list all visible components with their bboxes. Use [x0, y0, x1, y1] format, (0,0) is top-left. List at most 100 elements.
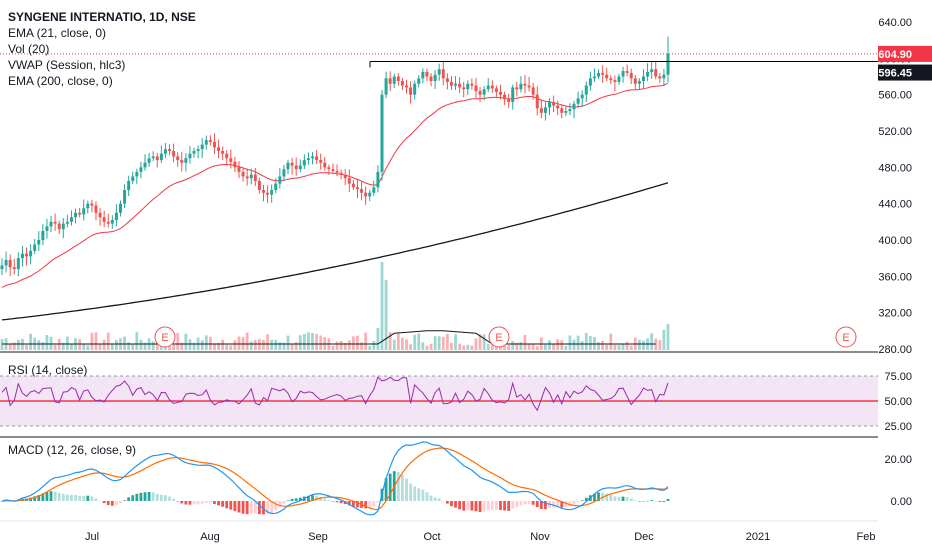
- candle-body: [110, 220, 114, 224]
- price-axis-tick-label: 640.00: [878, 17, 912, 29]
- macd-histogram-bar: [629, 498, 633, 501]
- volume-bar: [605, 344, 609, 350]
- candle-body: [592, 76, 596, 79]
- macd-legend[interactable]: MACD (12, 26, close, 9): [8, 443, 137, 457]
- volume-bar: [392, 339, 396, 350]
- candle-body: [355, 187, 359, 190]
- candle-body: [654, 69, 658, 77]
- candle-body: [494, 88, 498, 92]
- macd-histogram-bar: [494, 501, 498, 510]
- volume-bar: [642, 340, 645, 350]
- macd-histogram-bar: [278, 501, 282, 508]
- candle-body: [270, 190, 274, 195]
- volume-bar: [544, 344, 547, 350]
- candle-body: [286, 162, 290, 170]
- candle-body: [658, 76, 662, 79]
- volume-bar: [531, 343, 535, 350]
- volume-bar: [380, 262, 384, 350]
- volume-legend[interactable]: Vol (20): [8, 42, 50, 56]
- candle-body: [147, 158, 151, 163]
- volume-bar: [568, 335, 572, 350]
- volume-bar: [552, 344, 555, 350]
- candle-body: [597, 72, 601, 77]
- candle-body: [4, 259, 8, 266]
- macd-histogram-bar: [139, 492, 143, 501]
- volume-bar: [192, 342, 196, 350]
- rsi-legend[interactable]: RSI (14, close): [8, 363, 88, 377]
- ema200-legend[interactable]: EMA (200, close, 0): [8, 74, 113, 88]
- macd-histogram-bar: [396, 472, 400, 501]
- candle-body: [633, 78, 637, 84]
- volume-bar: [654, 338, 658, 350]
- candle-body: [176, 156, 180, 161]
- macd-histogram-bar: [135, 493, 139, 501]
- candle-body: [556, 105, 560, 109]
- macd-histogram-bar: [221, 501, 225, 507]
- macd-histogram-bar: [552, 501, 555, 508]
- macd-histogram-bar: [159, 494, 163, 501]
- macd-histogram-bar: [176, 501, 180, 502]
- volume-bar: [102, 339, 106, 350]
- macd-histogram-bar: [249, 501, 253, 514]
- candle-body: [646, 71, 650, 77]
- macd-histogram-bar: [233, 501, 237, 512]
- candle-body: [523, 83, 527, 86]
- macd-histogram-bar: [531, 501, 535, 505]
- candle-body: [123, 190, 127, 204]
- candle-body: [118, 203, 122, 213]
- macd-histogram-bar: [319, 496, 323, 501]
- macd-histogram-bar: [368, 501, 372, 508]
- macd-histogram-bar: [74, 494, 77, 501]
- time-axis-tick-label: Sep: [308, 531, 328, 543]
- volume-bar: [188, 339, 192, 350]
- macd-histogram-bar: [519, 501, 523, 506]
- macd-histogram-bar: [458, 501, 462, 510]
- candle-body: [261, 190, 265, 193]
- rsi-axis-tick-label: 75.00: [884, 371, 912, 383]
- macd-histogram-bar: [482, 501, 486, 512]
- macd-histogram-bar: [290, 498, 294, 501]
- macd-histogram-bar: [196, 501, 200, 505]
- volume-bar: [143, 342, 147, 350]
- volume-bar: [507, 345, 511, 350]
- volume-bar: [298, 335, 302, 350]
- macd-histogram-bar: [147, 492, 151, 501]
- candle-body: [396, 76, 400, 82]
- candle-body: [548, 101, 552, 108]
- macd-histogram-bar: [282, 501, 286, 504]
- macd-histogram-bar: [421, 489, 425, 501]
- macd-histogram-bar: [331, 501, 335, 502]
- candle-body: [564, 111, 568, 113]
- ema21-legend[interactable]: EMA (21, close, 0): [8, 26, 107, 40]
- candle-body: [360, 189, 364, 193]
- candle-body: [511, 87, 515, 102]
- volume-bar: [184, 333, 188, 350]
- candle-body: [12, 267, 16, 270]
- macd-histogram-bar: [450, 501, 453, 507]
- volume-bar: [311, 333, 314, 350]
- volume-bar: [294, 342, 298, 350]
- volume-bar: [290, 344, 294, 350]
- volume-bar: [0, 339, 4, 350]
- candle-body: [364, 192, 368, 197]
- candle-body: [531, 87, 535, 95]
- candle-body: [86, 203, 90, 209]
- macd-histogram-bar: [253, 501, 257, 514]
- volume-bar: [115, 340, 118, 350]
- candle-body: [278, 176, 282, 184]
- candle-body: [474, 85, 478, 92]
- time-axis-tick-label: 2021: [746, 531, 770, 543]
- volume-bar: [560, 340, 564, 350]
- macd-histogram-bar: [327, 499, 331, 501]
- candle-body: [274, 183, 278, 191]
- vwap-legend[interactable]: VWAP (Session, hlc3): [8, 58, 126, 72]
- candle-body: [584, 85, 588, 95]
- volume-bar: [617, 345, 621, 350]
- macd-histogram-bar: [580, 500, 584, 501]
- candle-body: [641, 76, 645, 82]
- candle-body: [155, 156, 159, 161]
- macd-histogram-bar: [45, 492, 49, 501]
- volume-bar: [515, 342, 519, 350]
- symbol-title[interactable]: SYNGENE INTERNATIO, 1D, NSE: [8, 10, 196, 24]
